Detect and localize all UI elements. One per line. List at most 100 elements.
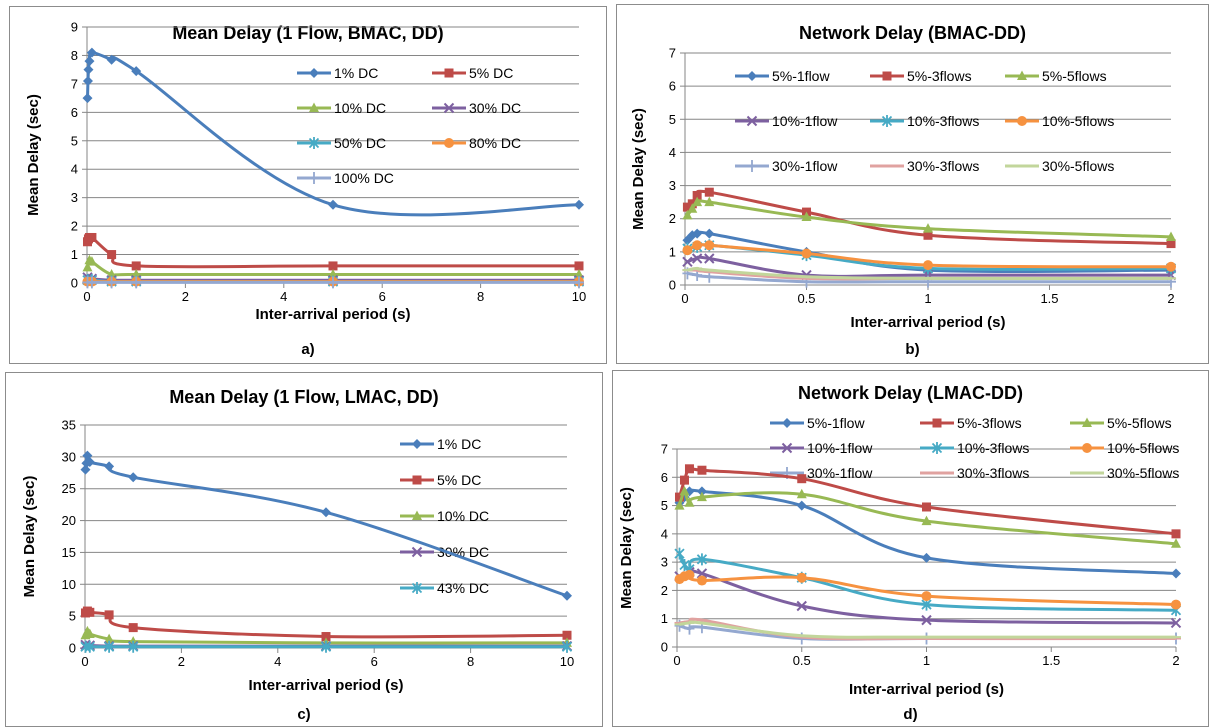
legend-label: 10%-3flows (907, 113, 979, 129)
legend-label: 30%-3flows (907, 158, 979, 174)
data-point (84, 456, 95, 467)
data-point (692, 196, 703, 207)
legend: 1% DC 5% DC 10% DC 30% DC 43% DC (400, 436, 489, 596)
legend-label: 5%-1flow (772, 68, 830, 84)
chart-panel-d: Network Delay (LMAC-DD) 0 1 2 3 4 5 6 7 0 0.5 1 1.5 2… (612, 370, 1209, 727)
legend-label: 80% DC (469, 135, 521, 151)
data-point (84, 56, 95, 67)
data-point (131, 276, 142, 289)
data-point (84, 628, 95, 638)
y-tick-label: 4 (661, 526, 668, 541)
y-tick-label: 6 (661, 470, 668, 485)
gridlines (87, 26, 579, 284)
y-tick-label: 1 (661, 611, 668, 626)
legend-marker (746, 115, 758, 127)
data-point (574, 276, 584, 289)
chart-b-caption: b) (905, 341, 920, 358)
legend-label: 50% DC (334, 135, 386, 151)
legend-label: 30%-5flows (1107, 465, 1179, 481)
data-point (1171, 568, 1181, 579)
data-point (1171, 529, 1181, 539)
x-tick-label: 0.5 (793, 653, 811, 668)
y-tick-label: 6 (669, 79, 676, 94)
series-0 (82, 47, 584, 217)
data-point (684, 486, 695, 497)
chart-c-caption: c) (297, 706, 311, 723)
data-point (679, 485, 690, 496)
gridlines (85, 424, 567, 649)
y-tick-label: 5 (661, 498, 668, 513)
legend-label: 100% DC (334, 170, 394, 186)
series-8 (682, 266, 1176, 281)
legend-label: 10%-1flow (772, 113, 838, 129)
series-1 (82, 232, 584, 271)
data-point (1166, 239, 1176, 249)
legend-label: 10% DC (334, 100, 386, 116)
data-point (682, 202, 692, 212)
data-point (107, 250, 117, 260)
chart-panel-a: Mean Delay (1 Flow, BMAC, DD) 0 1 2 3 4 5 6 7 8 9 0… (9, 6, 607, 364)
data-point (797, 474, 807, 484)
data-point (796, 572, 807, 583)
x-axis-label: Inter-arrival period (s) (248, 677, 403, 694)
legend-label: 30%-1flow (807, 465, 873, 481)
data-point (682, 245, 693, 256)
data-point (1166, 261, 1176, 272)
x-tick-label: 0 (681, 291, 688, 306)
data-point (682, 256, 693, 268)
data-point (104, 461, 115, 472)
x-tick-label: 1 (924, 291, 931, 306)
data-point (328, 276, 338, 289)
data-point (697, 465, 707, 475)
data-point (674, 547, 685, 560)
data-point (86, 256, 97, 266)
data-point (696, 491, 707, 502)
data-point (106, 276, 117, 289)
legend-marker (308, 137, 320, 149)
y-tick-label: 10 (62, 577, 76, 592)
data-point (704, 187, 714, 197)
data-point (320, 640, 332, 653)
data-point (562, 590, 572, 601)
x-tick-label: 4 (274, 654, 281, 669)
x-tick-label: 0.5 (797, 291, 815, 306)
series-line (678, 489, 1177, 546)
data-point (574, 261, 584, 271)
legend-marker (1017, 116, 1027, 126)
data-point (321, 632, 331, 642)
data-point (684, 569, 695, 580)
legend: 1% DC 5% DC 10% DC 30% DC 50% DC 80% DC 100% D… (297, 65, 521, 186)
data-point (923, 223, 933, 233)
legend-label: 10% DC (437, 508, 489, 524)
legend-label: 5%-5flows (1107, 415, 1172, 431)
y-tick-label: 3 (71, 190, 78, 205)
data-point (696, 575, 707, 586)
data-point (128, 623, 138, 633)
chart-title: Network Delay (BMAC-DD) (799, 23, 1026, 43)
chart-panel-c: Mean Delay (1 Flow, LMAC, DD) 0 5 10 15 20 25 3… (5, 372, 603, 727)
data-point (674, 492, 684, 502)
legend: 5%-1flow 5%-3flows 5%-5flows 10%-1flow 10%-3… (735, 68, 1114, 174)
legend-marker (309, 172, 319, 184)
data-point (1171, 538, 1181, 548)
legend-label: 1% DC (334, 65, 378, 81)
legend-marker (411, 582, 423, 594)
x-tick-label: 8 (467, 654, 474, 669)
chart-c-svg: Mean Delay (1 Flow, LMAC, DD)05101520253… (21, 387, 574, 694)
y-tick-label: 9 (71, 20, 78, 35)
legend-marker (309, 102, 319, 112)
y-tick-label: 5 (669, 112, 676, 127)
legend-label: 30%-5flows (1042, 158, 1114, 174)
x-tick-label: 2 (182, 289, 189, 304)
data-point (923, 230, 933, 240)
x-tick-label: 0 (83, 289, 90, 304)
data-point (1170, 617, 1182, 629)
y-tick-label: 6 (71, 105, 78, 120)
legend-marker (781, 442, 793, 454)
data-point (85, 607, 95, 617)
chart-d-caption: d) (903, 706, 918, 723)
data-point (328, 199, 338, 210)
y-tick-label: 15 (62, 545, 76, 560)
y-tick-label: 5 (69, 609, 76, 624)
data-point (80, 464, 91, 475)
